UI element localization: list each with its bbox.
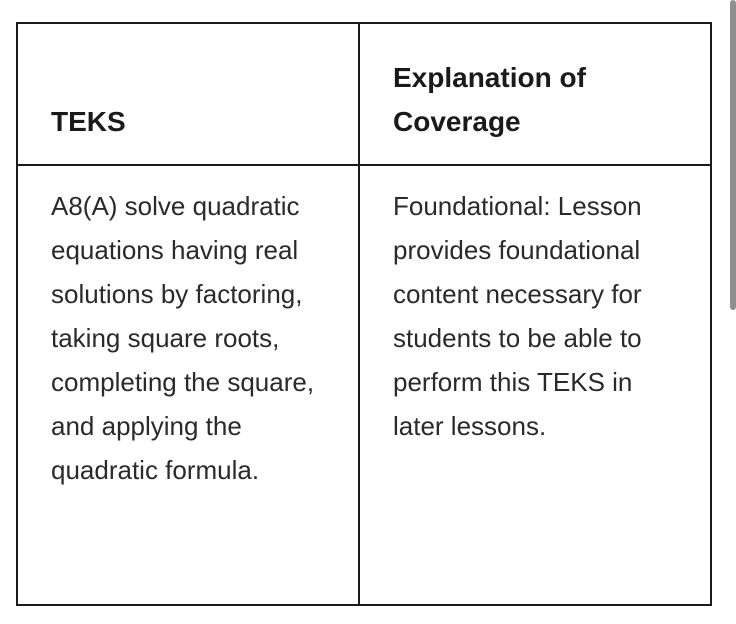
- teks-cell: A8(A) solve quadratic equations having r…: [16, 164, 360, 606]
- teks-coverage-table: TEKS Explanation of Coverage A8(A) solve…: [16, 22, 712, 606]
- table-header-row: TEKS Explanation of Coverage: [16, 22, 712, 166]
- header-teks: TEKS: [16, 22, 360, 166]
- coverage-cell: Foundational: Lesson provides foundation…: [358, 164, 712, 606]
- vertical-scrollbar[interactable]: [730, 0, 736, 310]
- table-row: A8(A) solve quadratic equations having r…: [16, 164, 712, 606]
- header-explanation-of-coverage: Explanation of Coverage: [358, 22, 712, 166]
